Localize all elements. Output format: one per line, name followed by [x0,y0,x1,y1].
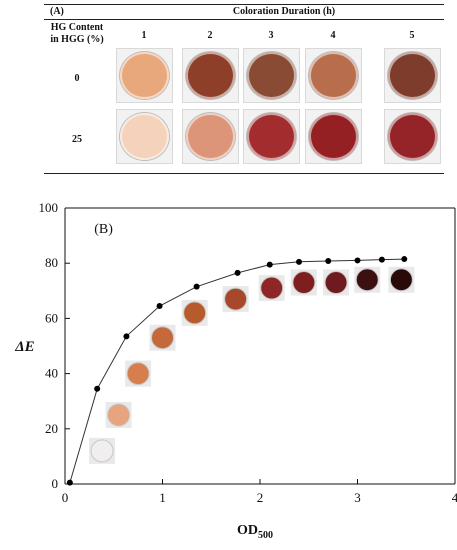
table-header-rule [44,19,444,20]
x-tick-label: 2 [257,490,264,505]
series-points [66,256,408,486]
hg-content-label: 25 [72,134,82,145]
duration-header-1: 1 [141,30,147,41]
row-header-line1: HG Content [50,22,104,33]
sample-swatch [90,439,114,463]
table-bottom-rule [44,173,444,174]
sample-swatch [389,268,413,292]
duration-header-3: 3 [268,30,274,41]
sample-swatch [183,301,207,325]
chart-title: (B) [94,222,113,237]
inset-swatches [89,266,415,464]
petri-dish-plate [247,52,296,99]
petri-dish-image [182,48,239,103]
petri-dish-image [243,109,300,164]
sample-swatch [260,276,284,300]
y-tick-label: 60 [45,310,58,325]
x-axis-label-subscript: 500 [258,530,273,541]
petri-dish-image [384,109,441,164]
sample-swatch [151,326,174,350]
petri-dish-plate [388,113,437,160]
data-point [325,257,332,264]
data-point [401,256,408,263]
data-point [354,257,361,264]
row-header-line2: in HGG (%) [50,34,104,45]
petri-dish-image [305,109,362,164]
sample-swatch [224,287,248,311]
y-tick-label: 100 [39,200,59,215]
duration-header-4: 4 [330,30,336,41]
x-tick-label: 1 [159,490,166,505]
y-tick-label: 20 [45,421,58,436]
sample-swatch [292,271,316,295]
petri-dish-plate [186,52,235,99]
sample-swatch [324,271,348,295]
chart-axes [64,207,456,485]
petri-dish-image [182,109,239,164]
series-line [69,258,405,483]
x-axis-label: OD500 [237,523,273,541]
sample-swatch [355,268,379,292]
data-point [266,261,273,268]
x-tick-label: 3 [354,490,361,505]
petri-dish-plate [120,113,169,160]
data-point [378,256,385,263]
data-point [193,283,200,290]
petri-dish-plate [120,52,169,99]
y-tick-label: 40 [45,366,58,381]
petri-dish-image [243,48,300,103]
panel-a-table: (A) Coloration Duration (h) HG Content i… [0,0,457,176]
petri-dish-plate [309,113,358,160]
petri-dish-image [305,48,362,103]
petri-dish-image [116,48,173,103]
petri-dish-plate [388,52,437,99]
table-top-rule [44,4,444,5]
sample-swatch [107,403,131,427]
hg-content-label: 0 [74,73,80,84]
petri-dish-plate [309,52,358,99]
data-point [66,479,73,486]
data-point [94,385,101,392]
data-point [123,333,130,340]
data-point [234,269,241,276]
panel-a-label: (A) [50,6,64,17]
x-tick-label: 0 [62,490,69,505]
coloration-duration-header: Coloration Duration (h) [232,6,336,17]
y-tick-label: 80 [45,255,58,270]
petri-dish-image [384,48,441,103]
petri-dish-plate [186,113,235,160]
sample-swatch [126,362,150,386]
x-axis-label-main: OD [237,523,258,538]
duration-header-5: 5 [409,30,415,41]
y-axis-label: ΔE [14,339,34,355]
data-point [156,302,163,309]
petri-dish-image [116,109,173,164]
data-point [296,258,302,265]
duration-header-2: 2 [207,30,213,41]
y-tick-label: 0 [52,476,59,491]
x-tick-label: 4 [452,490,457,505]
petri-dish-plate [247,113,296,160]
